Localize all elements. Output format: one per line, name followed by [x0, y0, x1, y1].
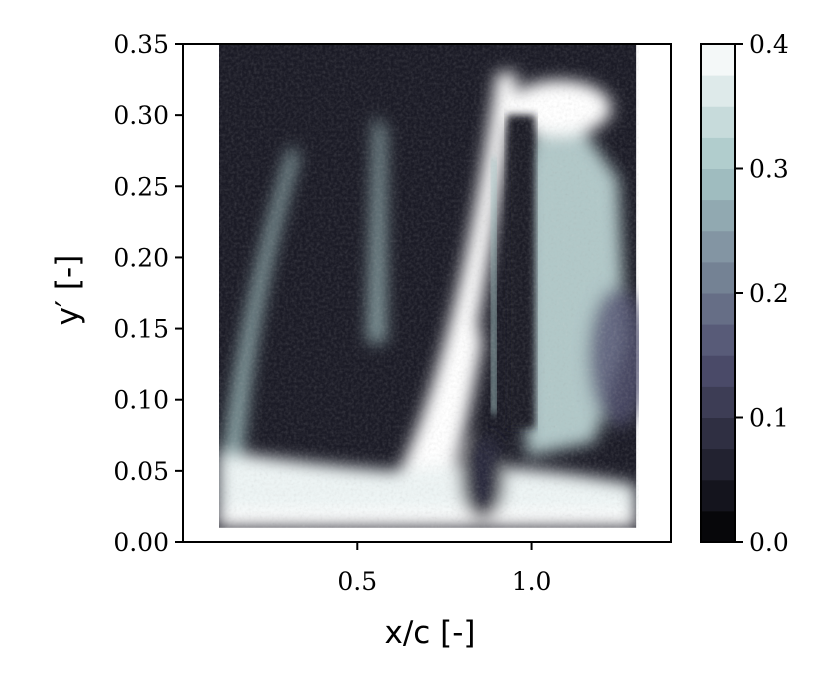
colorbar-level: [701, 137, 735, 169]
colorbar-tick-label: 0.0: [749, 528, 789, 557]
y-axis-label: y′ [-]: [50, 255, 86, 326]
y-tick-label: 0.10: [113, 386, 169, 415]
colorbar-level: [701, 261, 735, 294]
x-tick-label: 1.0: [512, 567, 552, 596]
colorbar-level: [701, 386, 735, 418]
axes: 0.5 1.0 0.00 0.05 0.10 0.15 0.20 0.25 0.30 0.35: [113, 30, 672, 596]
heatmap-field: [219, 44, 639, 528]
colorbar-level: [701, 510, 735, 543]
colorbar-level: [701, 448, 735, 481]
y-tick-label: 0.25: [113, 172, 169, 201]
y-tick-label: 0.30: [113, 101, 169, 130]
y-tick-label: 0.15: [113, 315, 169, 344]
colorbar-tick-label: 0.3: [749, 155, 789, 184]
colorbar-level: [701, 324, 735, 356]
y-tick-label: 0.05: [113, 457, 169, 486]
colorbar-level: [701, 479, 735, 512]
plot-frame: [182, 43, 672, 543]
colorbar-tick-label: 0.4: [749, 30, 789, 59]
colorbar-level: [701, 355, 735, 387]
colorbar-tick-label: 0.2: [749, 279, 789, 308]
colorbar-level: [701, 230, 735, 263]
colorbar-level: [701, 417, 735, 450]
colorbar-level: [701, 106, 735, 138]
x-axis-label: x/c [-]: [384, 615, 475, 651]
colorbar-level: [701, 168, 735, 201]
colorbar: 0.0 0.1 0.2 0.3 0.4: [700, 30, 789, 557]
speckle-texture: [219, 44, 637, 528]
y-tick-label: 0.00: [113, 528, 169, 557]
colorbar-level: [701, 75, 735, 107]
colorbar-level: [701, 44, 735, 76]
y-tick-label: 0.35: [113, 30, 169, 59]
x-tick-label: 0.5: [337, 567, 377, 596]
y-tick-label: 0.20: [113, 243, 169, 272]
colorbar-level: [701, 199, 735, 232]
colorbar-tick-label: 0.1: [749, 404, 789, 433]
heatmap-clip-group: [219, 44, 639, 528]
colorbar-level: [701, 293, 735, 325]
